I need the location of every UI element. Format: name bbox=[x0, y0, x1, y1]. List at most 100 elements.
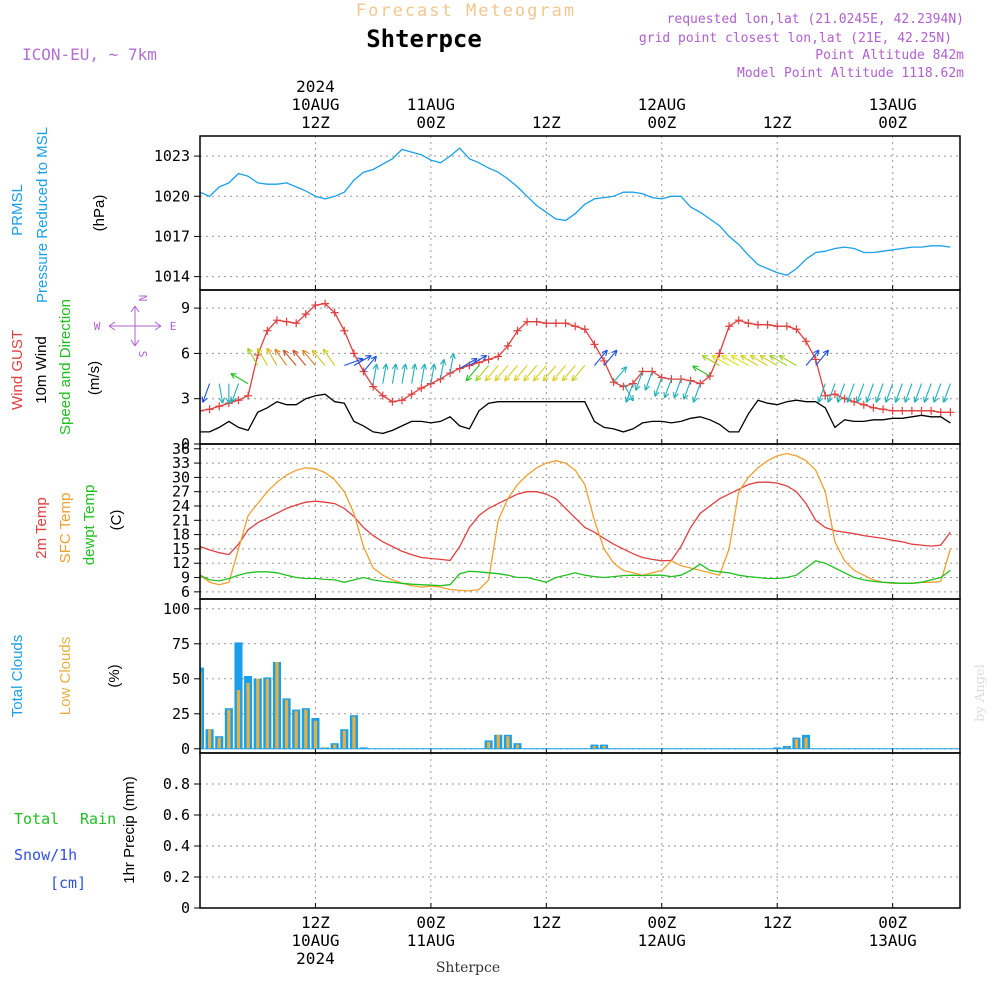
wind-arrow-head bbox=[749, 354, 757, 361]
wind-arrow-head bbox=[292, 349, 299, 357]
panel-label: Pressure Reduced to MSL bbox=[34, 127, 51, 303]
wind-arrow-shaft bbox=[571, 365, 586, 382]
wind-arrow-head bbox=[601, 349, 608, 357]
y-tick-label: 6 bbox=[181, 344, 190, 362]
wind-arrow-shaft bbox=[200, 382, 201, 384]
time-label-top: 12Z bbox=[763, 113, 792, 132]
gust-marker bbox=[600, 356, 609, 365]
gust-marker bbox=[898, 406, 907, 415]
gust-marker bbox=[580, 325, 589, 334]
wind-arrow-head bbox=[230, 373, 237, 379]
wind-arrow-head bbox=[440, 359, 447, 366]
wind-arrow bbox=[673, 378, 682, 399]
wind-arrow-shaft bbox=[856, 383, 865, 403]
wind-arrow-shaft bbox=[401, 363, 407, 384]
wind-arrow-head bbox=[759, 354, 766, 361]
wind-arrow bbox=[302, 349, 316, 366]
bar-total-clouds bbox=[773, 747, 782, 749]
gust-marker bbox=[349, 349, 358, 358]
wind-arrow bbox=[449, 353, 456, 374]
wind-arrow-head bbox=[740, 354, 747, 361]
wind-arrow-head bbox=[903, 396, 910, 403]
wind-arrow bbox=[322, 348, 336, 366]
panel-label: Speed and Direction bbox=[57, 299, 74, 435]
wind-arrow bbox=[817, 383, 826, 403]
wind-arrow-head bbox=[552, 374, 559, 382]
wind-arrow bbox=[644, 371, 653, 391]
wind-arrow-head bbox=[247, 347, 253, 355]
wind-arrow bbox=[439, 359, 447, 380]
wind-arrow-shaft bbox=[749, 355, 768, 366]
bar-low-clouds bbox=[208, 729, 212, 749]
wind-arrow-shaft bbox=[644, 371, 653, 391]
wind-arrow bbox=[274, 348, 288, 366]
wind-arrow-head bbox=[634, 384, 641, 391]
bar-low-clouds bbox=[592, 746, 597, 749]
wind-arrow-head bbox=[484, 374, 492, 382]
panel-label: SFC Temp bbox=[57, 493, 74, 564]
wind-arrow bbox=[411, 363, 418, 384]
wind-arrow-shaft bbox=[815, 349, 829, 366]
wind-arrow-shaft bbox=[465, 365, 480, 382]
wind-arrow-shaft bbox=[875, 383, 884, 403]
wind-arrow-shaft bbox=[247, 347, 259, 366]
gust-marker bbox=[734, 316, 743, 325]
bar-low-clouds bbox=[352, 716, 356, 749]
wind-arrow bbox=[749, 354, 768, 366]
wind-arrow bbox=[391, 363, 399, 384]
time-label-bottom: 2024 bbox=[296, 949, 335, 968]
wind-arrow-head bbox=[932, 396, 939, 403]
y-tick-label: 12 bbox=[172, 554, 190, 572]
y-tick-label: 0 bbox=[181, 435, 190, 453]
wind-arrow-shaft bbox=[740, 355, 759, 366]
wind-arrow-head bbox=[822, 349, 830, 357]
wind-arrow-head bbox=[701, 354, 709, 361]
y-tick-label: 15 bbox=[172, 540, 190, 558]
wind-arrow-head bbox=[817, 396, 824, 403]
wind-arrow bbox=[225, 383, 232, 404]
wind-arrow-head bbox=[813, 349, 820, 357]
wind-arrow bbox=[613, 366, 628, 383]
wind-arrow-head bbox=[449, 353, 456, 360]
time-label-bottom: 11AUG bbox=[407, 931, 455, 950]
wind-arrow bbox=[778, 354, 797, 366]
bar-low-clouds bbox=[265, 678, 269, 749]
wind-arrow-head bbox=[230, 396, 237, 403]
wind-arrow bbox=[594, 349, 608, 366]
wind-arrow bbox=[884, 383, 894, 403]
bar-low-clouds bbox=[486, 741, 491, 749]
bar-low-clouds bbox=[284, 699, 289, 749]
wind-arrow-shaft bbox=[504, 365, 518, 382]
wind-arrow-shaft bbox=[274, 348, 288, 366]
wind-arrow-head bbox=[913, 396, 920, 403]
y-tick-label: 6 bbox=[181, 583, 190, 601]
wind-arrow-shaft bbox=[805, 349, 820, 366]
wind-arrow-shaft bbox=[769, 355, 788, 366]
panel-wind: 0 3 6 9 Wind GUST 10m Wind Speed and Direction… bbox=[9, 289, 961, 453]
wind-arrow-shaft bbox=[561, 365, 576, 382]
series-line-10m-wind bbox=[200, 393, 951, 435]
y-tick-label: 24 bbox=[172, 497, 190, 515]
gust-marker bbox=[869, 403, 878, 412]
plot-layer: 202410AUG12Z12Z10AUG202411AUG00Z00Z11AUG… bbox=[9, 77, 961, 968]
wind-arrow-head bbox=[730, 354, 738, 361]
y-tick-label: 21 bbox=[172, 511, 190, 529]
wind-arrow-head bbox=[266, 347, 273, 355]
y-tick-label: 100 bbox=[163, 600, 190, 618]
bar-low-clouds bbox=[602, 746, 606, 749]
wind-arrow bbox=[494, 365, 509, 382]
panel-frame bbox=[199, 289, 961, 445]
panel-label: Low Clouds bbox=[57, 637, 74, 715]
gust-marker bbox=[398, 396, 407, 405]
wind-arrow bbox=[292, 349, 307, 366]
precip-label-rain: Rain bbox=[80, 810, 116, 828]
wind-arrow bbox=[815, 349, 830, 366]
y-tick-label: 3 bbox=[181, 390, 190, 408]
gust-marker bbox=[523, 317, 532, 326]
wind-arrow-head bbox=[201, 396, 208, 403]
wind-arrow-shaft bbox=[701, 355, 720, 366]
panel-frame bbox=[199, 752, 961, 909]
wind-arrow bbox=[701, 354, 720, 366]
wind-arrow-shaft bbox=[673, 378, 682, 399]
gust-marker bbox=[301, 310, 310, 319]
